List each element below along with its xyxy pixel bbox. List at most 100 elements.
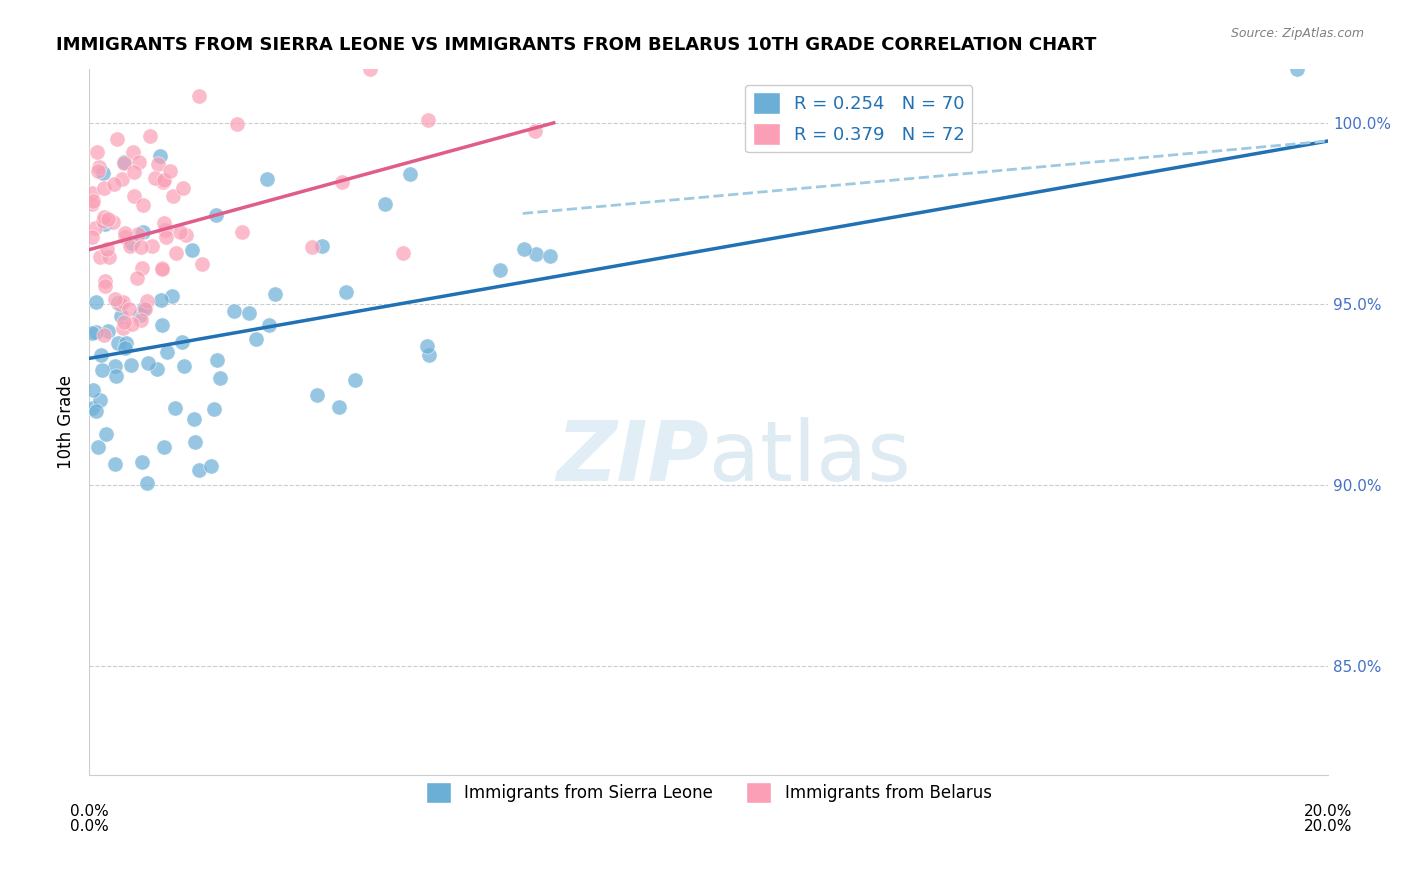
Point bbox=[311, 239, 333, 253]
Point bbox=[526, 246, 548, 260]
Point bbox=[489, 263, 512, 277]
Point bbox=[156, 345, 179, 359]
Point bbox=[121, 317, 143, 331]
Point bbox=[205, 208, 228, 222]
Point bbox=[263, 287, 285, 301]
Point bbox=[107, 295, 129, 310]
Point bbox=[91, 166, 114, 180]
Point bbox=[209, 371, 232, 385]
Point bbox=[202, 401, 225, 416]
Point bbox=[222, 304, 245, 318]
Point bbox=[1286, 62, 1309, 76]
Text: atlas: atlas bbox=[709, 417, 910, 498]
Point bbox=[226, 117, 249, 131]
Point bbox=[93, 210, 115, 224]
Point bbox=[139, 129, 162, 144]
Point bbox=[134, 302, 156, 317]
Point bbox=[136, 356, 159, 370]
Point bbox=[187, 462, 209, 476]
Point bbox=[104, 457, 127, 471]
Point bbox=[538, 249, 561, 263]
Point bbox=[152, 216, 174, 230]
Point bbox=[131, 225, 153, 239]
Point bbox=[343, 372, 366, 386]
Point bbox=[97, 211, 120, 226]
Point bbox=[93, 279, 115, 293]
Point bbox=[184, 435, 207, 450]
Point bbox=[127, 227, 149, 242]
Point bbox=[86, 145, 108, 159]
Point bbox=[94, 218, 117, 232]
Point bbox=[114, 226, 136, 240]
Point bbox=[114, 341, 136, 355]
Point bbox=[132, 198, 155, 212]
Point bbox=[132, 301, 155, 315]
Point bbox=[129, 313, 152, 327]
Point bbox=[122, 165, 145, 179]
Y-axis label: 10th Grade: 10th Grade bbox=[58, 375, 75, 469]
Point bbox=[335, 285, 357, 299]
Text: Source: ZipAtlas.com: Source: ZipAtlas.com bbox=[1230, 27, 1364, 40]
Legend: Immigrants from Sierra Leone, Immigrants from Belarus: Immigrants from Sierra Leone, Immigrants… bbox=[419, 775, 998, 809]
Point bbox=[146, 362, 169, 376]
Point bbox=[93, 328, 115, 343]
Point bbox=[148, 149, 170, 163]
Point bbox=[111, 321, 134, 335]
Point bbox=[82, 326, 104, 340]
Point bbox=[114, 156, 136, 170]
Point bbox=[512, 242, 534, 256]
Point bbox=[84, 325, 107, 339]
Point bbox=[162, 188, 184, 202]
Text: ZIP: ZIP bbox=[555, 417, 709, 498]
Point bbox=[87, 440, 110, 454]
Point bbox=[136, 293, 159, 308]
Point bbox=[115, 336, 138, 351]
Point bbox=[174, 227, 197, 242]
Point bbox=[94, 426, 117, 441]
Point bbox=[150, 262, 173, 277]
Point bbox=[155, 229, 177, 244]
Point bbox=[125, 271, 148, 285]
Point bbox=[104, 292, 127, 306]
Point bbox=[112, 315, 135, 329]
Point bbox=[104, 369, 127, 384]
Point bbox=[82, 230, 104, 244]
Point bbox=[392, 245, 415, 260]
Point bbox=[152, 175, 174, 189]
Point bbox=[165, 246, 187, 260]
Point bbox=[418, 348, 440, 362]
Point bbox=[131, 455, 153, 469]
Point bbox=[93, 181, 115, 195]
Point bbox=[172, 335, 194, 350]
Point bbox=[141, 238, 163, 252]
Point bbox=[205, 353, 228, 368]
Point bbox=[191, 257, 214, 271]
Text: 20.0%: 20.0% bbox=[1303, 804, 1353, 819]
Point bbox=[301, 240, 323, 254]
Point bbox=[150, 261, 173, 276]
Point bbox=[112, 294, 135, 309]
Point bbox=[153, 173, 176, 187]
Point bbox=[107, 335, 129, 350]
Point bbox=[86, 294, 108, 309]
Point bbox=[416, 339, 439, 353]
Point bbox=[101, 214, 124, 228]
Point bbox=[188, 89, 211, 103]
Point bbox=[89, 393, 111, 408]
Point bbox=[153, 223, 176, 237]
Point bbox=[114, 230, 136, 244]
Point bbox=[82, 383, 104, 397]
Point bbox=[97, 250, 120, 264]
Text: 0.0%: 0.0% bbox=[70, 804, 108, 819]
Point bbox=[129, 240, 152, 254]
Point bbox=[120, 358, 142, 372]
Point bbox=[105, 132, 128, 146]
Point bbox=[238, 306, 260, 320]
Point bbox=[97, 325, 120, 339]
Point bbox=[82, 401, 104, 415]
Point bbox=[84, 221, 107, 235]
Point bbox=[523, 124, 546, 138]
Point bbox=[416, 112, 439, 127]
Point bbox=[94, 274, 117, 288]
Point bbox=[245, 333, 267, 347]
